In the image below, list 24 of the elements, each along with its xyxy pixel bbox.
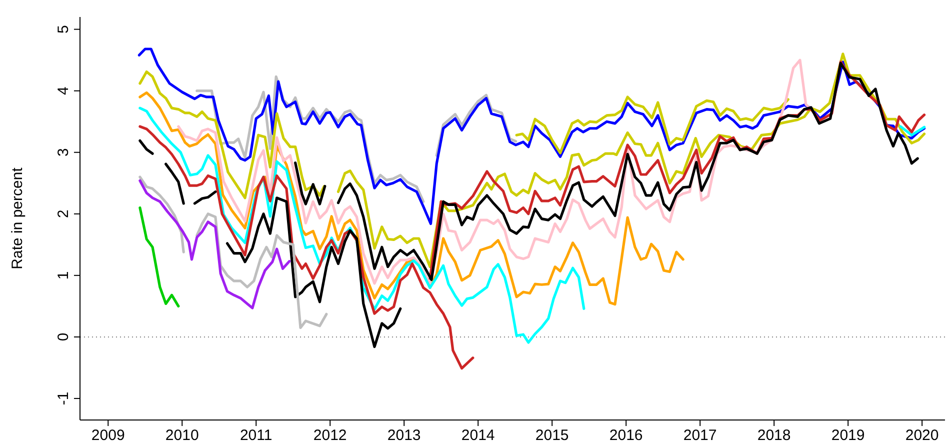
- line-series: [515, 96, 790, 154]
- x-tick-label: 2020: [905, 427, 939, 444]
- y-tick-label: 2: [55, 210, 72, 218]
- x-tick-label: 2013: [387, 427, 421, 444]
- x-tick-label: 2010: [165, 427, 199, 444]
- y-tick-label: 0: [55, 332, 72, 342]
- x-tick-label: 2015: [535, 427, 569, 444]
- line-series: [138, 206, 180, 308]
- x-tick-label: 2012: [313, 427, 347, 444]
- x-tick-label: 2019: [831, 427, 865, 444]
- x-tick-label: 2018: [757, 427, 791, 444]
- x-tick-label: 2017: [683, 427, 717, 444]
- x-tick-label: 2016: [609, 427, 643, 444]
- y-tick-label: 3: [55, 148, 72, 157]
- y-tick-label: 4: [55, 86, 72, 96]
- y-tick-label: 5: [55, 25, 72, 34]
- y-axis-title: Rate in percent: [9, 166, 26, 270]
- x-tick-label: 2009: [91, 427, 125, 444]
- y-tick-label: 1: [55, 271, 72, 280]
- line-series: [138, 125, 474, 370]
- line-series: [138, 179, 291, 310]
- x-tick-label: 2014: [461, 427, 495, 444]
- x-tick-label: 2011: [240, 427, 272, 444]
- y-tick-label: -1: [55, 392, 72, 406]
